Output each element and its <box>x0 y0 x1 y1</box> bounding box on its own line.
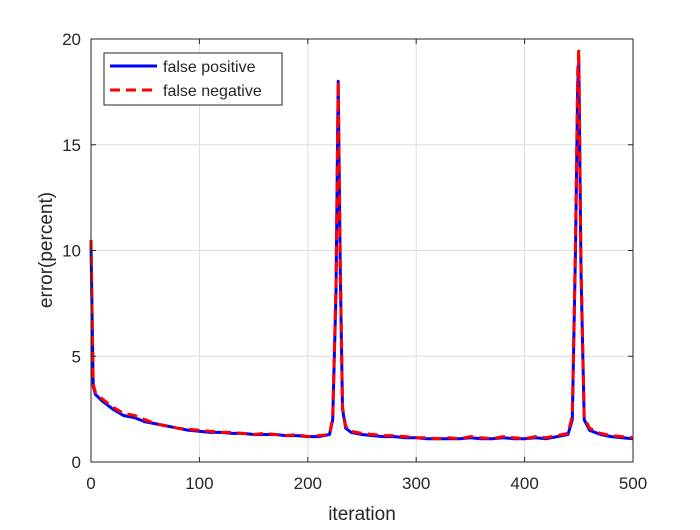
y-tick-label: 10 <box>62 242 81 261</box>
y-tick-label: 15 <box>62 136 81 155</box>
y-tick-label: 0 <box>72 453 81 472</box>
y-tick-label: 20 <box>62 30 81 49</box>
y-axis-label: error(percent) <box>36 192 57 308</box>
x-tick-label: 500 <box>619 474 647 493</box>
legend-label-false-negative: false negative <box>163 83 262 100</box>
y-tick-label: 5 <box>72 347 81 366</box>
x-axis-label: iteration <box>328 504 396 525</box>
x-tick-label: 100 <box>185 474 213 493</box>
ticks: 0 100 200 300 400 500 0 5 10 15 20 <box>62 30 647 493</box>
legend-label-false-positive: false positive <box>163 59 256 76</box>
series-group <box>89 48 634 441</box>
series-line-false-negative <box>89 48 634 441</box>
x-tick-label: 300 <box>402 474 430 493</box>
grid <box>91 39 633 462</box>
x-tick-label: 200 <box>294 474 322 493</box>
x-tick-label: 0 <box>86 474 95 493</box>
x-tick-label: 400 <box>510 474 538 493</box>
legend: false positive false negative <box>103 52 283 106</box>
legend-box <box>103 52 283 106</box>
